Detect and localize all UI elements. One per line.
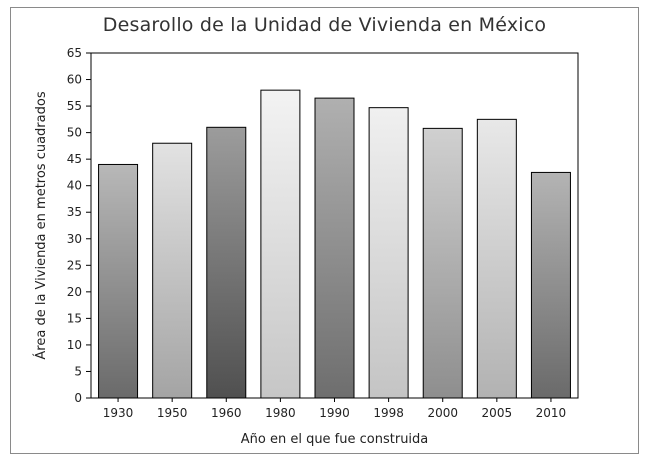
y-tick-label: 5 bbox=[74, 364, 82, 378]
bar-1980 bbox=[260, 89, 301, 399]
x-tick-label: 1990 bbox=[319, 406, 350, 420]
x-tick-label: 2000 bbox=[427, 406, 458, 420]
x-axis-title: Año en el que fue construida bbox=[241, 432, 429, 447]
y-tick-label: 40 bbox=[67, 179, 82, 193]
x-tick-label: 2010 bbox=[536, 406, 567, 420]
chart-title: Desarollo de la Unidad de Vivienda en Mé… bbox=[102, 14, 547, 36]
x-axis-ticks: 1930 1950 1960 1980 1990 1998 2000 2005 2010 bbox=[103, 398, 566, 420]
y-tick-label: 20 bbox=[67, 285, 82, 299]
y-tick-label: 30 bbox=[67, 232, 82, 246]
y-tick-label: 60 bbox=[67, 73, 82, 87]
y-tick-label: 65 bbox=[67, 46, 82, 60]
y-tick-label: 0 bbox=[74, 391, 82, 405]
bar-2010 bbox=[530, 171, 571, 399]
x-tick-label: 1930 bbox=[103, 406, 134, 420]
y-axis-title: Área de la Vivienda en metros cuadrados bbox=[33, 91, 49, 359]
bar-1990 bbox=[314, 97, 355, 399]
bar-1950 bbox=[152, 142, 193, 399]
bar-2000 bbox=[422, 127, 463, 399]
x-tick-label: 2005 bbox=[482, 406, 513, 420]
y-tick-label: 25 bbox=[67, 258, 82, 272]
y-tick-label: 35 bbox=[67, 205, 82, 219]
x-tick-label: 1960 bbox=[211, 406, 242, 420]
x-tick-label: 1980 bbox=[265, 406, 296, 420]
bar-2005 bbox=[476, 118, 517, 399]
bar-1960 bbox=[206, 126, 247, 399]
x-tick-label: 1998 bbox=[373, 406, 404, 420]
y-axis-ticks: 0 5 10 15 20 25 30 35 40 45 50 55 60 65 bbox=[67, 46, 91, 405]
x-tick-label: 1950 bbox=[157, 406, 188, 420]
y-tick-label: 55 bbox=[67, 99, 82, 113]
y-tick-label: 15 bbox=[67, 311, 82, 325]
y-tick-label: 50 bbox=[67, 126, 82, 140]
bar-1998 bbox=[368, 107, 409, 399]
y-tick-label: 10 bbox=[67, 338, 82, 352]
plot-area-border bbox=[90, 52, 579, 399]
bar-1930 bbox=[98, 163, 139, 399]
y-tick-label: 45 bbox=[67, 152, 82, 166]
bars-layer bbox=[98, 89, 571, 399]
